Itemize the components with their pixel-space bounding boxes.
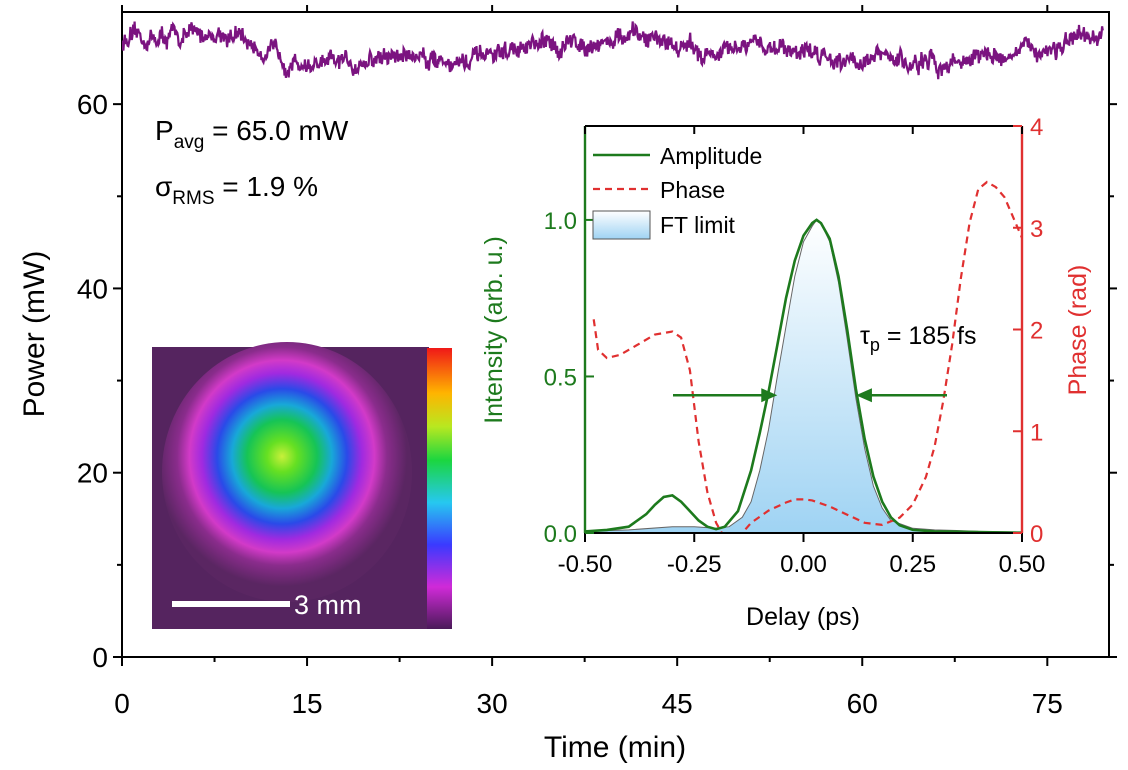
main-x-tick-label: 60 [847, 688, 878, 719]
inset-y-tick-label: 0.0 [544, 521, 577, 548]
main-y-tick-label: 0 [92, 642, 108, 673]
legend-phase-label: Phase [660, 177, 725, 203]
power-trace-line [122, 21, 1104, 80]
main-x-tick-label: 45 [662, 688, 693, 719]
inset-y2-tick-label: 4 [1030, 114, 1043, 141]
inset-x-tick-label: 0.25 [889, 551, 936, 578]
main-x-tick-label: 15 [291, 688, 322, 719]
inset-y2-tick-label: 0 [1030, 521, 1043, 548]
fwhm-arrows [673, 388, 947, 403]
inset-y-ticks: 0.0 0.5 1.0 [544, 208, 594, 548]
rms-annotation: σRMS = 1.9 % [155, 171, 318, 209]
inset-y-tick-label: 1.0 [544, 208, 577, 235]
main-x-tick-label: 0 [114, 688, 130, 719]
inset-y-tick-label: 0.5 [544, 364, 577, 391]
amplitude-line [585, 218, 1022, 533]
pulse-duration-annotation: τp = 185 fs [860, 322, 977, 355]
inset-x-tick-label: -0.25 [667, 551, 722, 578]
inset-y2-tick-label: 3 [1030, 216, 1043, 243]
main-y-tick-label: 40 [77, 273, 108, 304]
main-x-ticks: 0 15 30 45 60 75 [114, 5, 1063, 719]
inset-y2-tick-label: 2 [1030, 318, 1043, 345]
inset-legend: Amplitude Phase FT limit [592, 143, 762, 240]
inset-x-tick-label: 0.50 [999, 551, 1046, 578]
inset-y2-tick-label: 1 [1030, 419, 1043, 446]
average-power-annotation: Pavg = 65.0 mW [155, 115, 349, 153]
inset-x-ticks: -0.50 -0.25 0.00 0.25 0.50 [558, 126, 1046, 578]
legend-ft-limit-label: FT limit [660, 212, 736, 238]
main-plot-frame [121, 11, 1110, 658]
main-x-tick-label: 75 [1032, 688, 1063, 719]
legend-amplitude-label: Amplitude [660, 143, 762, 169]
beam-colorbar [427, 348, 452, 629]
main-x-tick-label: 30 [477, 688, 508, 719]
inset-x-axis-title: Delay (ps) [746, 603, 860, 631]
scale-bar [172, 601, 290, 607]
scale-bar-label: 3 mm [294, 590, 362, 620]
x-axis-title: Time (min) [544, 731, 686, 764]
beam-profile-image: 3 mm [152, 342, 452, 629]
y-axis-title: Power (mW) [18, 251, 51, 418]
phase-line [592, 180, 1022, 533]
inset-y-axis-title: Intensity (arb. u.) [480, 236, 508, 424]
inset-y2-axis-title: Phase (rad) [1064, 265, 1092, 396]
fwhm-right-arrowhead [855, 388, 872, 403]
fwhm-left-arrowhead [761, 388, 778, 403]
inset-x-tick-label: -0.50 [558, 551, 613, 578]
inset-y2-ticks: 0 1 2 3 4 [1013, 114, 1043, 548]
legend-ft-limit-swatch [592, 210, 651, 240]
main-y-tick-label: 20 [77, 458, 108, 489]
inset-x-tick-label: 0.00 [780, 551, 827, 578]
main-y-tick-label: 60 [77, 89, 108, 120]
